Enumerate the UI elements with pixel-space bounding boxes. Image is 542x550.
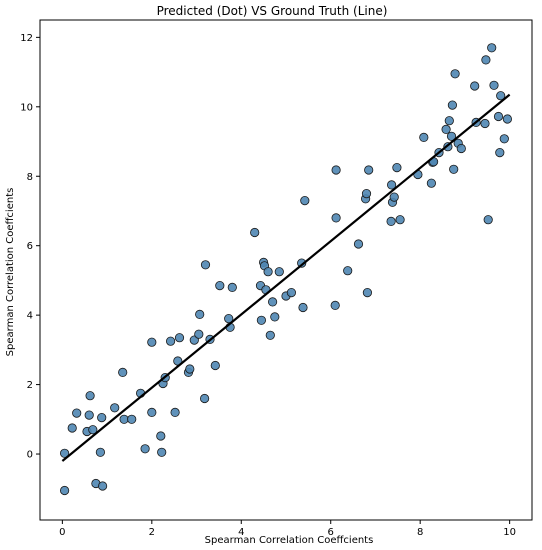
scatter-point	[483, 215, 493, 225]
scatter-point	[489, 80, 499, 90]
scatter-point	[256, 315, 266, 325]
scatter-point	[286, 287, 296, 298]
scatter-point	[147, 407, 157, 417]
scatter-point	[362, 287, 372, 298]
scatter-point	[95, 447, 106, 457]
scatter-point	[67, 423, 77, 433]
scatter-point	[470, 81, 480, 91]
scatter-point	[270, 312, 280, 322]
scatter-point	[343, 266, 353, 276]
scatter-point	[364, 165, 374, 175]
scatter-point	[297, 258, 307, 268]
scatter-point	[156, 431, 166, 441]
scatter-point	[194, 329, 204, 339]
scatter-point	[200, 393, 210, 404]
scatter-point	[119, 414, 129, 424]
y-tick-label: 10	[20, 102, 33, 113]
scatter-point	[174, 333, 185, 343]
scatter-point	[389, 192, 399, 202]
scatter-point	[170, 407, 180, 417]
scatter-point	[195, 309, 205, 319]
scatter-point	[444, 116, 454, 126]
scatter-point	[395, 215, 405, 225]
scatter-point	[140, 444, 150, 454]
scatter-point	[59, 485, 70, 496]
scatter-point	[250, 227, 260, 238]
scatter-point	[274, 267, 284, 277]
x-tick-label: 4	[238, 527, 244, 538]
scatter-point	[493, 111, 504, 122]
scatter-point	[97, 412, 107, 423]
scatter-point	[331, 213, 341, 223]
x-tick-label: 10	[503, 527, 516, 538]
chart-title: Predicted (Dot) VS Ground Truth (Line)	[157, 4, 388, 18]
scatter-point	[330, 300, 340, 310]
scatter-point	[480, 118, 490, 129]
scatter-point	[331, 165, 341, 175]
scatter-point	[127, 414, 137, 424]
plot-area	[39, 19, 533, 521]
scatter-point	[157, 447, 167, 457]
y-tick-label: 2	[27, 380, 33, 391]
scatter-point	[185, 364, 195, 374]
x-axis-ticks: 0 2 4 6 8 10	[59, 520, 516, 538]
x-axis-label: Spearman Correlation Coeffcients	[205, 535, 374, 546]
scatter-point	[298, 302, 308, 313]
scatter-point	[110, 403, 120, 413]
scatter-point	[72, 408, 82, 418]
scatter-point	[449, 164, 459, 174]
scatter-point	[224, 313, 234, 324]
scatter-point	[386, 216, 396, 226]
scatter-point	[450, 69, 460, 79]
y-axis-label: Spearman Correlation Coeffcients	[5, 188, 16, 357]
scatter-point	[85, 391, 95, 401]
scatter-point	[265, 330, 275, 340]
scatter-point	[386, 180, 397, 190]
x-tick-label: 6	[328, 527, 334, 538]
y-tick-label: 0	[27, 450, 33, 461]
scatter-point	[166, 336, 176, 346]
scatter-point	[446, 131, 457, 141]
scatter-point	[84, 410, 94, 420]
scatter-point	[353, 239, 364, 249]
scatter-point	[502, 114, 512, 124]
scatter-point	[447, 100, 457, 110]
y-tick-label: 12	[20, 33, 33, 44]
scatter-point	[267, 297, 278, 307]
scatter-point	[59, 448, 70, 458]
y-tick-label: 6	[27, 241, 33, 252]
scatter-point	[499, 134, 509, 144]
y-tick-label: 8	[27, 172, 33, 183]
scatter-point	[456, 143, 466, 154]
x-tick-label: 2	[149, 527, 155, 538]
ground-truth-line	[61, 93, 511, 462]
scatter-point	[215, 280, 225, 291]
scatter-point	[300, 196, 310, 206]
x-tick-label: 0	[59, 527, 65, 538]
scatter-point	[147, 337, 157, 347]
scatter-point	[441, 124, 451, 134]
scatter-point	[227, 282, 237, 292]
scatter-point	[263, 267, 273, 277]
scatter-point	[88, 425, 98, 435]
scatter-point	[487, 43, 497, 53]
plot-frame	[39, 19, 533, 521]
scatter-point	[481, 55, 491, 65]
scatter-point	[392, 163, 402, 173]
y-axis-ticks: 0 2 4 6 8 10 12	[20, 33, 40, 461]
y-tick-label: 4	[27, 311, 33, 322]
scatter-point	[419, 132, 429, 142]
scatter-point	[361, 189, 372, 199]
scatter-point	[495, 148, 505, 158]
scatter-point	[98, 481, 108, 491]
scatter-point	[200, 260, 211, 270]
scatter-point	[210, 360, 220, 371]
scatter-point	[496, 91, 506, 101]
scatter-point	[426, 178, 436, 188]
x-tick-label: 8	[417, 527, 423, 538]
scatter-point	[118, 367, 128, 377]
